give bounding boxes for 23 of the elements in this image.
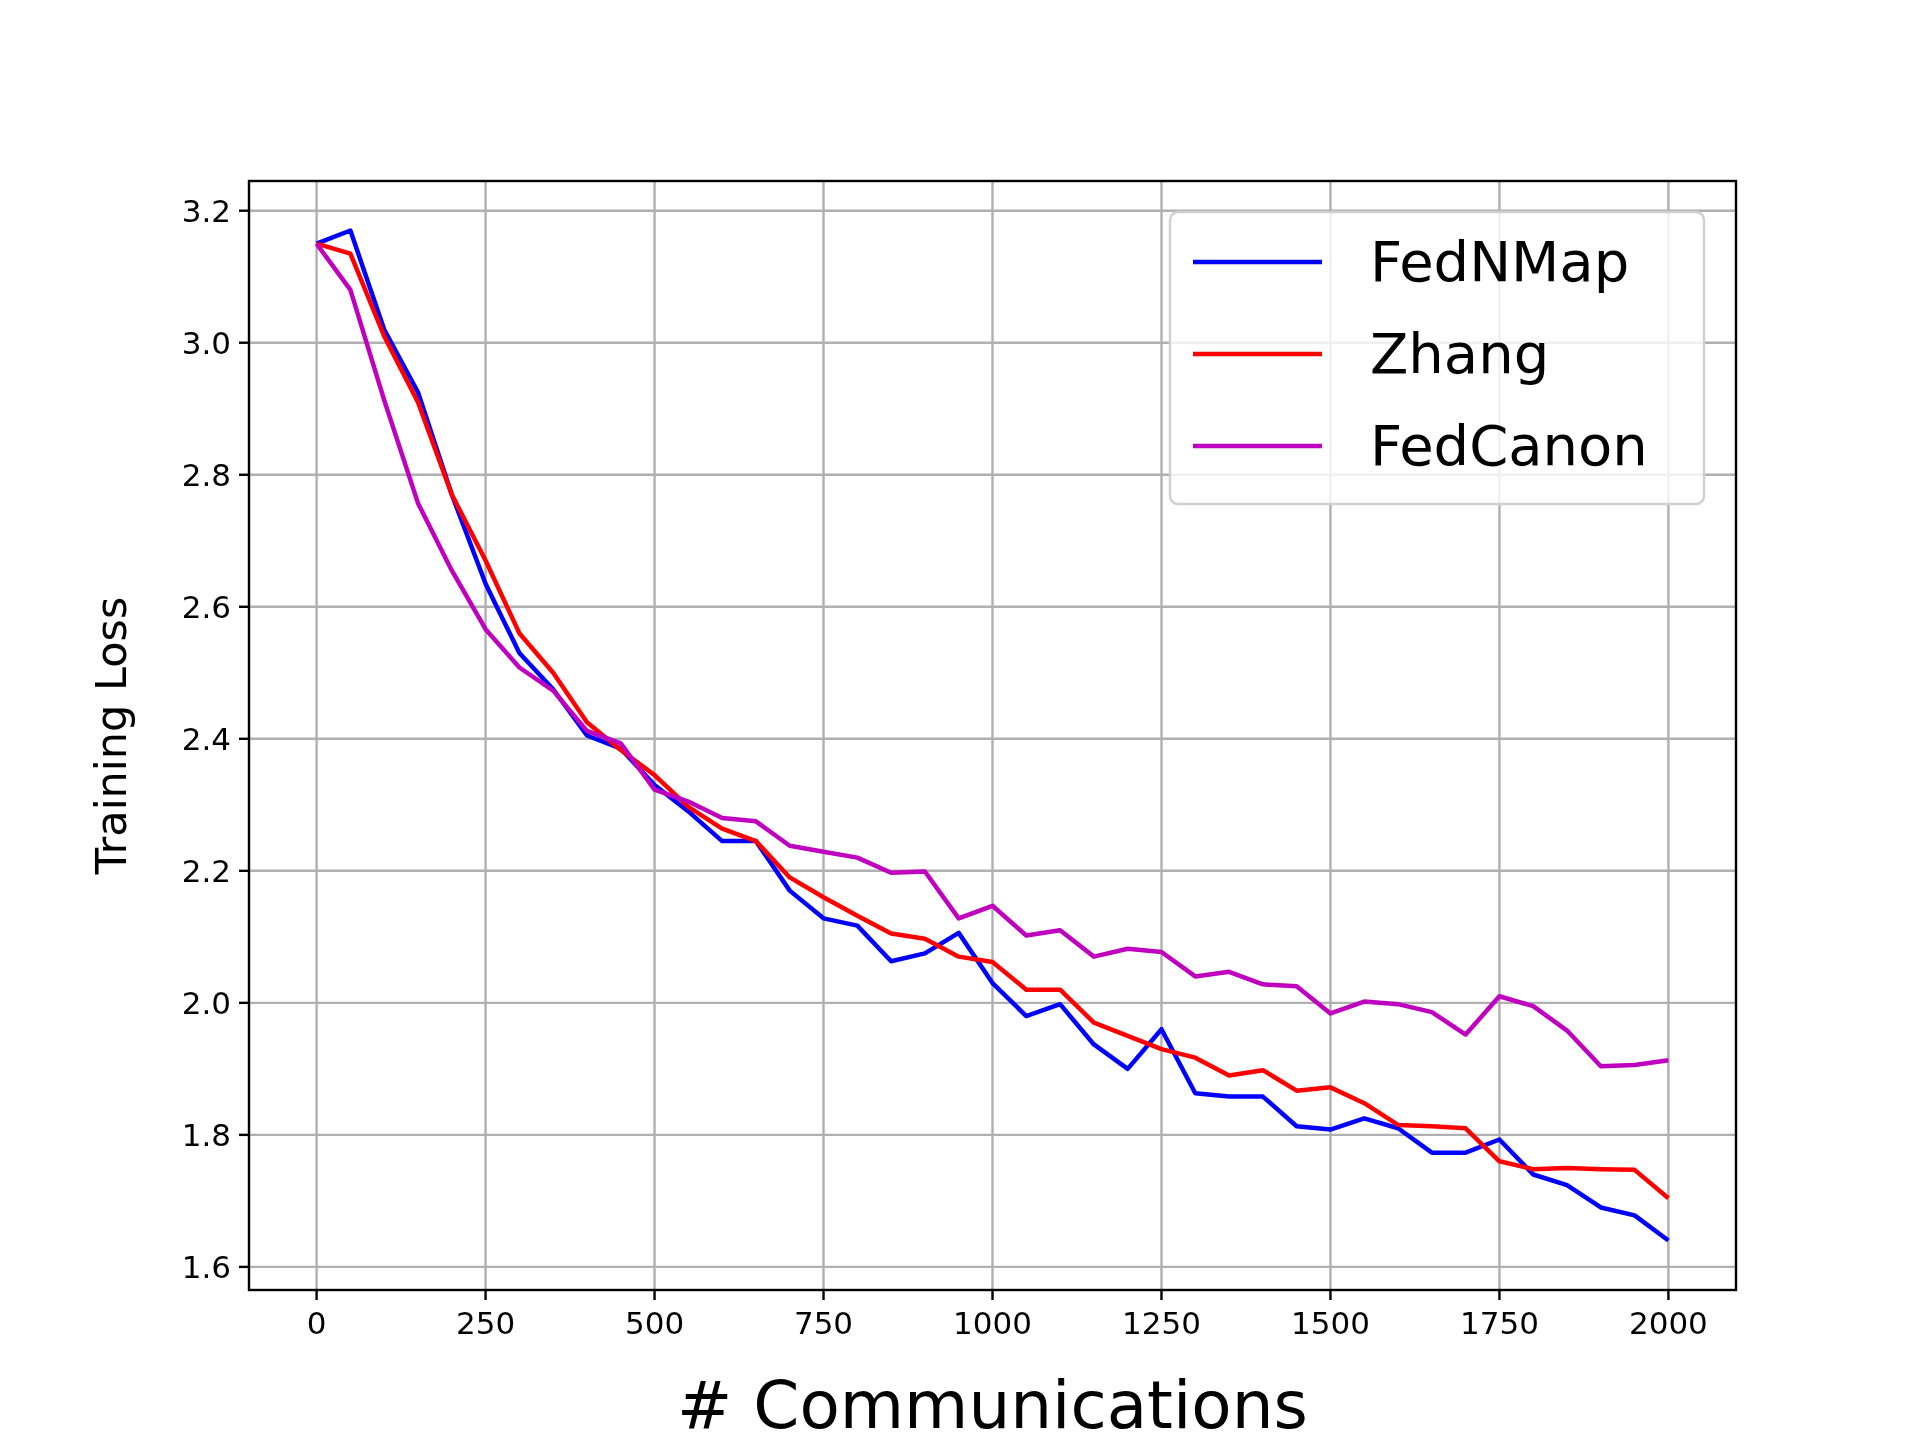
x-tick-label: 500 — [624, 1305, 685, 1341]
y-tick-label: 1.8 — [181, 1116, 231, 1153]
y-tick-label: 1.6 — [181, 1248, 231, 1285]
legend-label: FedNMap — [1370, 229, 1630, 294]
legend-label: FedCanon — [1370, 413, 1648, 478]
x-tick-label: 750 — [793, 1305, 854, 1341]
x-tick-label: 0 — [306, 1305, 327, 1341]
y-axis-title: Training Loss — [86, 596, 136, 876]
y-tick-label: 2.2 — [181, 852, 231, 889]
y-tick-label: 2.8 — [181, 456, 231, 493]
x-tick-label: 2000 — [1628, 1305, 1708, 1341]
x-tick-label: 1500 — [1291, 1305, 1370, 1341]
x-tick-label: 250 — [455, 1305, 516, 1341]
y-tick-label: 2.0 — [181, 984, 231, 1021]
x-axis-title: # Communications — [677, 1367, 1308, 1440]
y-tick-label: 3.2 — [181, 192, 231, 229]
x-tick-label: 1000 — [953, 1305, 1032, 1341]
legend-label: Zhang — [1370, 321, 1550, 386]
x-tick-label: 1750 — [1459, 1305, 1539, 1341]
x-tick-label: 1250 — [1122, 1305, 1201, 1341]
y-tick-label: 2.4 — [181, 720, 231, 757]
y-tick-label: 3.0 — [181, 324, 231, 361]
y-tick-label: 2.6 — [181, 588, 231, 625]
